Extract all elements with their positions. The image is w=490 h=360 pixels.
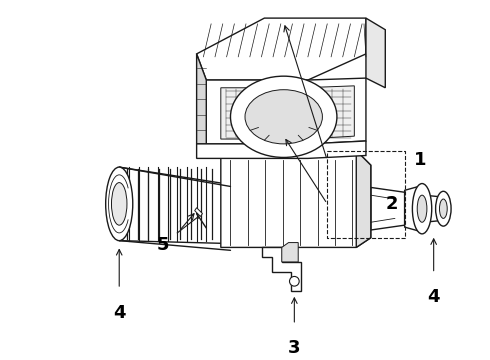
Ellipse shape [112, 183, 127, 225]
Text: 2: 2 [385, 195, 398, 213]
Polygon shape [424, 195, 443, 222]
Ellipse shape [106, 167, 133, 240]
Polygon shape [221, 86, 354, 139]
Polygon shape [371, 188, 405, 230]
Polygon shape [196, 18, 366, 80]
Polygon shape [206, 78, 366, 144]
Text: 5: 5 [156, 237, 169, 255]
Polygon shape [282, 243, 298, 262]
Polygon shape [195, 208, 202, 216]
Polygon shape [366, 18, 385, 88]
Text: 4: 4 [427, 288, 440, 306]
Ellipse shape [230, 76, 337, 157]
Ellipse shape [290, 276, 299, 286]
Polygon shape [356, 151, 371, 247]
Polygon shape [263, 247, 301, 291]
Ellipse shape [417, 195, 427, 222]
Ellipse shape [245, 90, 322, 144]
Polygon shape [196, 141, 366, 158]
Polygon shape [221, 151, 371, 247]
Polygon shape [119, 167, 230, 244]
Text: 3: 3 [288, 339, 300, 357]
Ellipse shape [436, 191, 451, 226]
Polygon shape [196, 54, 206, 144]
Text: 4: 4 [113, 303, 125, 321]
Polygon shape [405, 185, 422, 232]
Ellipse shape [413, 184, 432, 234]
Ellipse shape [440, 199, 447, 219]
Text: 1: 1 [415, 151, 427, 169]
